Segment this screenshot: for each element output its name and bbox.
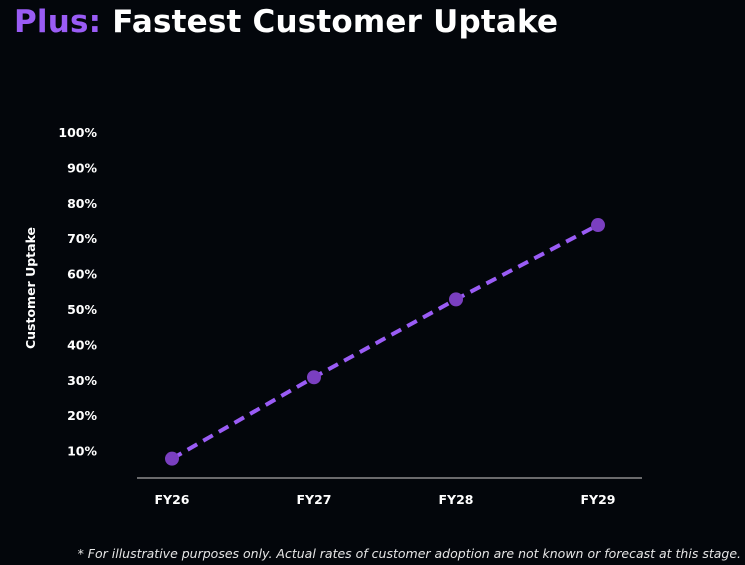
series-line (171, 223, 599, 461)
y-tick-label: 60% (67, 267, 97, 282)
x-tick-label: FY26 (155, 492, 190, 507)
y-tick-label: 90% (67, 160, 97, 175)
y-tick-label: 70% (67, 231, 97, 246)
data-point (449, 292, 463, 307)
y-tick-label: 10% (67, 444, 97, 459)
data-point (307, 370, 321, 385)
y-axis-ticks: 10% 20% 30% 40% 50% 60% 70% 80% 90% 100% (58, 125, 97, 459)
y-tick-label: 40% (67, 337, 97, 352)
x-tick-label: FY29 (581, 492, 616, 507)
series-group (165, 218, 605, 466)
line-chart: 10% 20% 30% 40% 50% 60% 70% 80% 90% 100% FY26 FY27… (23, 125, 642, 507)
x-tick-label: FY28 (439, 492, 474, 507)
y-tick-label: 30% (67, 373, 97, 388)
footnote: * For illustrative purposes only. Actual… (77, 546, 741, 561)
title-accent: Plus: (14, 4, 102, 40)
data-point (165, 451, 179, 466)
title-main: Fastest Customer Uptake (112, 4, 559, 40)
y-tick-label: 80% (67, 196, 97, 211)
y-axis-label: Customer Uptake (23, 227, 38, 349)
y-tick-label: 50% (67, 302, 97, 317)
y-tick-label: 100% (58, 125, 97, 140)
x-axis-ticks: FY26 FY27 FY28 FY29 (155, 492, 616, 507)
data-point (591, 218, 605, 233)
y-tick-label: 20% (67, 408, 97, 423)
chart-title: Plus: Fastest Customer Uptake (14, 4, 558, 40)
x-tick-label: FY27 (297, 492, 332, 507)
